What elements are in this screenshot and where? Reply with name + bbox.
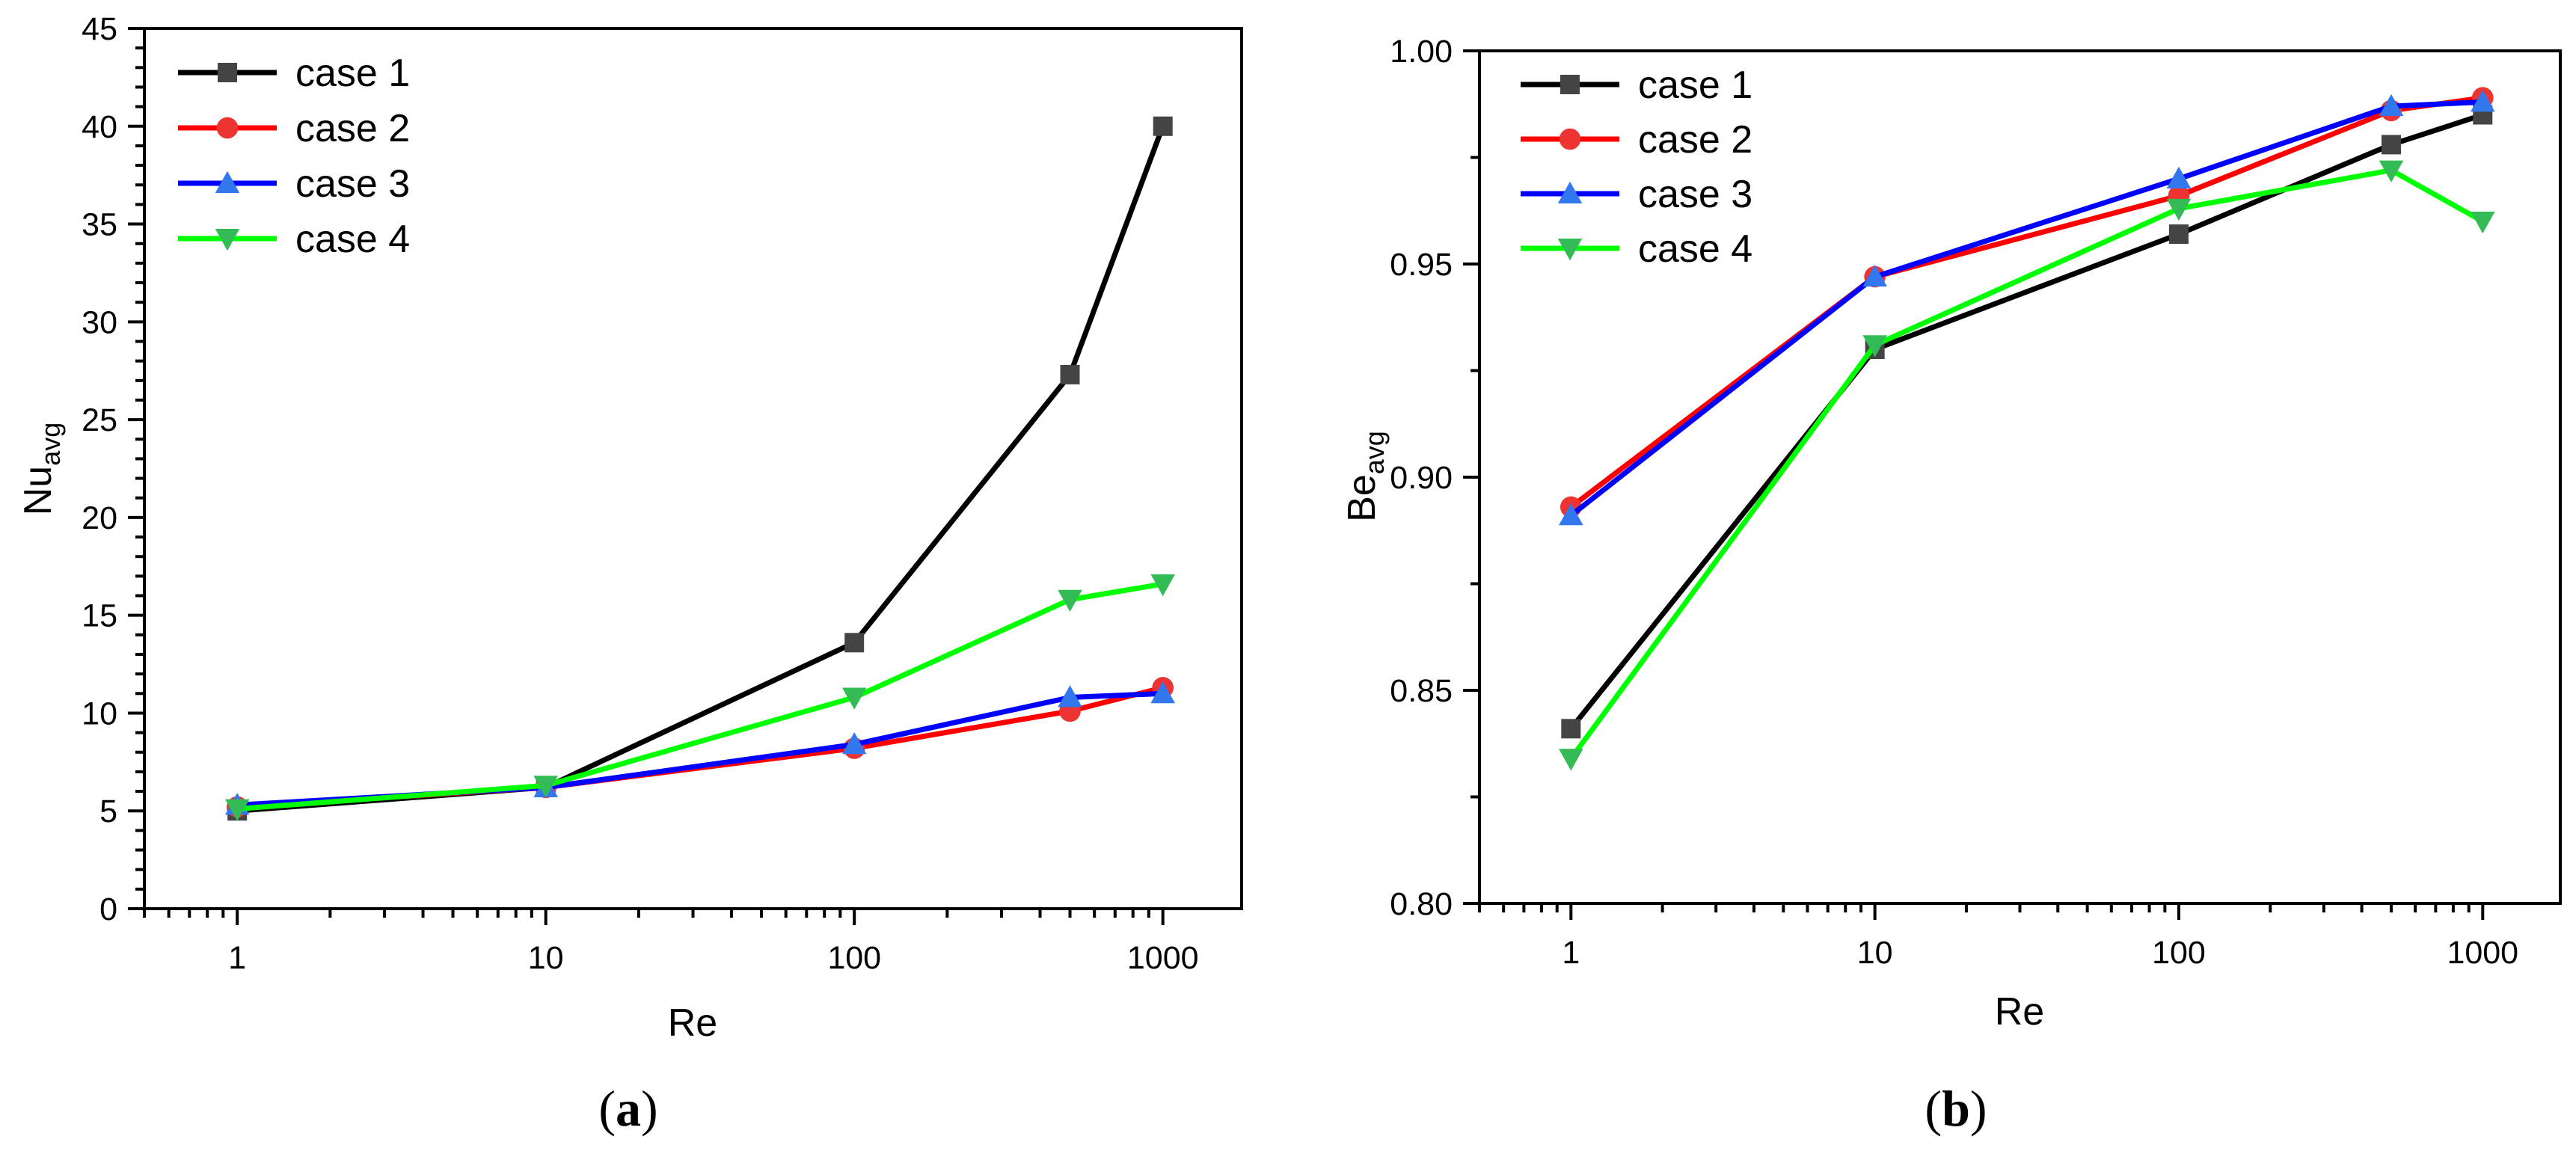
legend-marker-4: [215, 229, 240, 251]
data-point-series-3: [1862, 264, 1887, 287]
y-axis-title-sub: avg: [1359, 431, 1390, 474]
data-point-series-1: [1060, 364, 1080, 384]
y-tick-label: 0: [99, 891, 117, 927]
data-point-series-4: [1559, 749, 1583, 771]
panel-a: 1 10 100 1000 0 5 10 15 20 25 30 35 40 45 Re Nuavg case …: [16, 11, 1243, 1045]
series-line-3: [236, 690, 1163, 808]
x-tick-label: 1000: [2447, 935, 2518, 971]
y-tick-label: 25: [82, 402, 117, 438]
data-point-series-1: [1153, 116, 1173, 136]
x-tick-label: 1: [228, 940, 246, 976]
legend-label-1: case 1: [1638, 64, 1752, 107]
y-tick-label: 0.90: [1390, 460, 1453, 496]
y-tick-label: 45: [82, 11, 117, 47]
y-tick-label: 15: [82, 598, 117, 634]
caption-b: (b): [1925, 1080, 1987, 1137]
data-point-series-3: [1058, 685, 1082, 708]
legend-marker-3: [1557, 181, 1583, 203]
data-point-series-4: [1058, 589, 1082, 612]
y-tick-label: 20: [82, 500, 117, 536]
legend-marker-1: [218, 63, 237, 82]
legend-label-4: case 4: [1638, 227, 1752, 271]
data-point-series-3: [1559, 503, 1583, 526]
x-tick-label: 1: [1562, 935, 1580, 971]
y-tick-label: 35: [82, 207, 117, 243]
legend-marker-1: [1560, 75, 1580, 94]
y-tick-label: 1.00: [1390, 34, 1453, 70]
data-point-series-4: [224, 799, 250, 821]
data-point-series-1: [1561, 719, 1581, 739]
x-tick-label: 10: [1857, 935, 1893, 971]
legend-label-3: case 3: [1638, 173, 1752, 216]
data-point-series-4: [1862, 335, 1887, 357]
data-point-series-3: [2166, 166, 2192, 188]
data-point-series-3: [841, 732, 867, 755]
y-tick-label: 0.85: [1390, 673, 1453, 709]
legend-label-2: case 2: [295, 107, 410, 150]
series-line-4: [236, 581, 1164, 812]
y-tick-label: 0.95: [1390, 247, 1453, 283]
data-point-series-3: [2471, 90, 2495, 112]
x-axis-title: Re: [668, 1001, 717, 1045]
y-axis-title: Beavg: [1340, 431, 1390, 522]
legend-marker-2: [216, 117, 239, 139]
data-point-series-1: [2168, 224, 2189, 245]
data-point-series-1: [2381, 135, 2401, 155]
x-tick-label: 100: [827, 940, 881, 976]
y-tick-label: 40: [82, 109, 117, 145]
legend-marker-3: [215, 171, 240, 193]
y-tick-label: 0.80: [1390, 886, 1453, 922]
caption-a: (a): [598, 1080, 657, 1137]
y-tick-label: 30: [82, 304, 117, 340]
data-point-series-1: [844, 633, 865, 653]
panel-b: 1 10 100 1000 0.80 0.85 0.90 0.95 1.00 Re Beavg cas…: [1340, 34, 2562, 1034]
data-point-series-3: [2379, 93, 2404, 117]
y-tick-label: 5: [99, 794, 117, 829]
data-point-series-4: [533, 776, 558, 798]
legend-marker-4: [1557, 239, 1583, 261]
plot-frame: [143, 27, 1243, 910]
y-axis-title-sub: avg: [35, 423, 66, 466]
x-tick-label: 100: [2152, 935, 2206, 971]
y-axis-title-main: Nu: [16, 466, 60, 515]
data-point-series-4: [2379, 160, 2404, 182]
data-point-series-4: [2166, 198, 2192, 221]
x-tick-label: 10: [528, 940, 564, 976]
x-tick-label: 1000: [1127, 940, 1199, 976]
legend-label-1: case 1: [295, 52, 410, 95]
y-axis-title: Nuavg: [16, 423, 66, 516]
legend-marker-2: [1559, 128, 1581, 150]
data-point-series-4: [2471, 212, 2495, 234]
legend-label-3: case 3: [295, 162, 410, 206]
legend-label-4: case 4: [295, 218, 410, 261]
data-point-series-3: [1150, 681, 1175, 704]
data-point-series-4: [1150, 574, 1175, 597]
y-axis-title-main: Be: [1340, 474, 1384, 522]
legend-label-2: case 2: [1638, 118, 1752, 162]
y-tick-label: 10: [82, 696, 117, 731]
x-axis-title: Re: [1995, 990, 2044, 1034]
data-point-series-4: [841, 687, 867, 710]
